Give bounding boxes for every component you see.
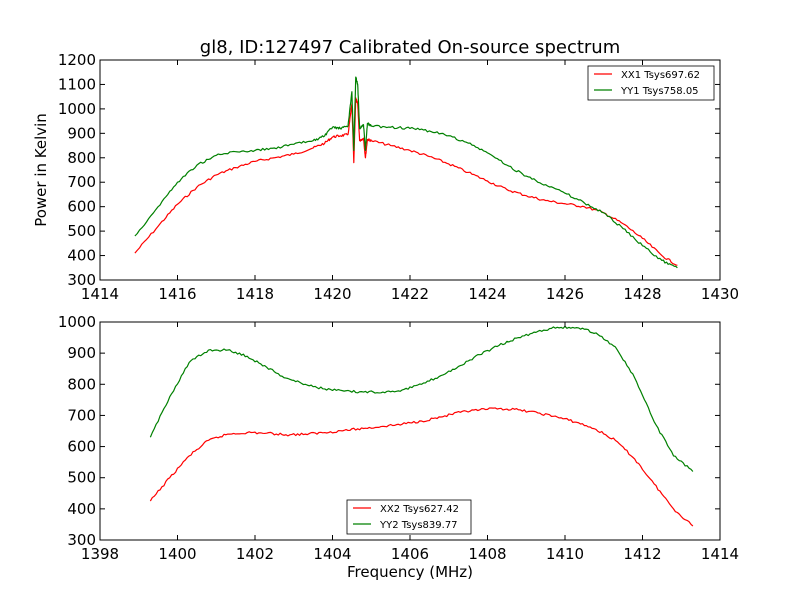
top-legend: XX1 Tsys697.62 YY1 Tsys758.05 xyxy=(587,65,715,101)
bottom-x-tick-label: 1398 xyxy=(81,545,119,563)
top-y-tick-label: 800 xyxy=(67,149,96,167)
bottom-x-tick-label: 1402 xyxy=(236,545,274,563)
top-ticks: 1414 1416 1418 1420 1422 1424 1426 1428 1430 300 4… xyxy=(58,51,739,303)
top-x-tick-label: 1422 xyxy=(391,285,429,303)
bottom-x-tick-label: 1410 xyxy=(546,545,584,563)
top-y-tick-label: 1000 xyxy=(58,100,96,118)
top-y-axis-label: Power in Kelvin xyxy=(32,113,50,227)
top-x-tick-label: 1414 xyxy=(81,285,119,303)
top-panel: 1414 1416 1418 1420 1422 1424 1426 1428 1430 300 4… xyxy=(32,51,739,303)
bottom-y-tick-label: 500 xyxy=(67,469,96,487)
top-y-tick-label: 900 xyxy=(67,124,96,142)
top-legend-label-yy1: YY1 Tsys758.05 xyxy=(620,86,699,97)
bottom-legend-box xyxy=(346,499,472,535)
top-x-tick-label: 1430 xyxy=(701,285,739,303)
top-plot-frame xyxy=(99,59,721,281)
bottom-legend-label-yy2: YY2 Tsys839.77 xyxy=(379,520,458,531)
top-series-group xyxy=(134,76,678,269)
top-y-tick-label: 400 xyxy=(67,247,96,265)
bottom-ticks: 1398 1400 1402 1404 1406 1408 1410 1412 1414 300 4… xyxy=(58,313,739,563)
top-series-line-1 xyxy=(134,97,678,266)
bottom-y-tick-label: 900 xyxy=(67,344,96,362)
bottom-series-line-2 xyxy=(149,325,694,472)
top-legend-box xyxy=(587,65,715,101)
top-x-tick-label: 1428 xyxy=(623,285,661,303)
bottom-x-tick-label: 1406 xyxy=(391,545,429,563)
bottom-y-tick-label: 1000 xyxy=(58,313,96,331)
bottom-y-tick-label: 300 xyxy=(67,531,96,549)
top-y-tick-label: 300 xyxy=(67,271,96,289)
top-x-tick-label: 1420 xyxy=(313,285,351,303)
top-x-tick-label: 1426 xyxy=(546,285,584,303)
top-y-tick-label: 1100 xyxy=(58,75,96,93)
bottom-series-line-1 xyxy=(149,407,694,527)
bottom-y-tick-label: 600 xyxy=(67,438,96,456)
bottom-y-tick-label: 400 xyxy=(67,500,96,518)
bottom-series-group xyxy=(149,325,694,527)
bottom-y-tick-label: 800 xyxy=(67,375,96,393)
bottom-legend: XX2 Tsys627.42 YY2 Tsys839.77 xyxy=(346,499,472,535)
bottom-x-tick-label: 1408 xyxy=(468,545,506,563)
top-x-tick-label: 1424 xyxy=(468,285,506,303)
bottom-legend-label-xx2: XX2 Tsys627.42 xyxy=(380,504,459,515)
bottom-y-tick-label: 700 xyxy=(67,406,96,424)
bottom-x-tick-label: 1412 xyxy=(623,545,661,563)
top-y-tick-label: 500 xyxy=(67,222,96,240)
top-y-tick-label: 1200 xyxy=(58,51,96,69)
bottom-x-tick-label: 1400 xyxy=(158,545,196,563)
top-series-line-2 xyxy=(134,76,678,269)
bottom-x-axis-label: Frequency (MHz) xyxy=(347,563,473,581)
bottom-x-tick-label: 1414 xyxy=(701,545,739,563)
top-legend-label-xx1: XX1 Tsys697.62 xyxy=(621,70,700,81)
figure-title: gl8, ID:127497 Calibrated On-source spec… xyxy=(200,37,620,58)
top-x-tick-label: 1418 xyxy=(236,285,274,303)
top-y-tick-label: 600 xyxy=(67,198,96,216)
bottom-x-tick-label: 1404 xyxy=(313,545,351,563)
bottom-panel: 1398 1400 1402 1404 1406 1408 1410 1412 1414 300 4… xyxy=(58,313,739,581)
top-y-tick-label: 700 xyxy=(67,173,96,191)
bottom-plot-frame xyxy=(99,321,721,541)
top-x-tick-label: 1416 xyxy=(158,285,196,303)
